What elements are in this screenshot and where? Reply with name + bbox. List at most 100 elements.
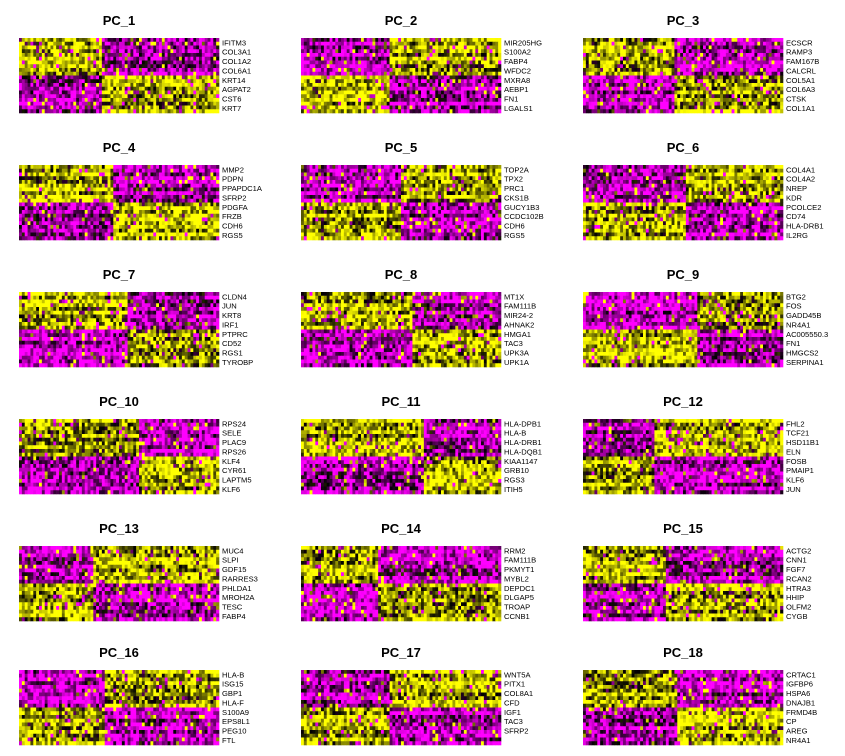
heatmap-cell bbox=[193, 90, 197, 95]
heatmap-cell bbox=[193, 191, 197, 196]
heatmap-cell bbox=[743, 60, 747, 65]
heatmap-cell bbox=[73, 191, 77, 196]
heatmap-cell bbox=[130, 191, 134, 196]
heatmap-cell bbox=[446, 90, 450, 95]
heatmap-cell bbox=[355, 109, 359, 114]
heatmap-cell bbox=[119, 64, 123, 69]
heatmap-cell bbox=[136, 202, 140, 207]
heatmap-cell bbox=[657, 98, 661, 103]
heatmap-cell bbox=[637, 41, 641, 46]
heatmap-cell bbox=[170, 45, 174, 50]
heatmap-cell bbox=[475, 60, 479, 65]
heatmap-cell bbox=[483, 98, 488, 103]
heatmap-cell bbox=[429, 38, 433, 43]
heatmap-cell bbox=[184, 101, 188, 106]
heatmap-cell bbox=[495, 68, 499, 73]
heatmap-cell bbox=[47, 172, 51, 177]
heatmap-cell bbox=[751, 49, 755, 54]
heatmap-cell bbox=[193, 109, 197, 114]
heatmap-cell bbox=[651, 56, 655, 61]
heatmap-cell bbox=[90, 180, 94, 185]
heatmap-cell bbox=[401, 41, 405, 46]
heatmap-cell bbox=[96, 94, 100, 99]
heatmap-cell bbox=[617, 75, 621, 80]
heatmap-cell bbox=[73, 109, 77, 114]
heatmap-cell bbox=[59, 165, 63, 170]
heatmap-cell bbox=[358, 101, 362, 106]
heatmap-cell bbox=[429, 98, 433, 103]
heatmap-cell bbox=[737, 109, 741, 114]
heatmap-cell bbox=[61, 183, 66, 188]
heatmap-cell bbox=[583, 53, 587, 58]
heatmap-cell bbox=[323, 79, 328, 84]
heatmap-cell bbox=[588, 90, 592, 95]
heatmap-cell bbox=[133, 60, 137, 65]
heatmap-cell bbox=[36, 105, 40, 110]
heatmap-cell bbox=[651, 64, 655, 69]
heatmap-cell bbox=[723, 109, 727, 114]
heatmap-cell bbox=[378, 101, 382, 106]
heatmap-cell bbox=[76, 183, 80, 188]
heatmap-cell bbox=[648, 90, 652, 95]
heatmap-cell bbox=[466, 105, 470, 110]
heatmap-cell bbox=[415, 53, 419, 58]
heatmap-cell bbox=[133, 195, 137, 200]
heatmap-cell bbox=[329, 109, 333, 114]
heatmap-cell bbox=[335, 64, 339, 69]
heatmap-cell bbox=[481, 86, 485, 91]
heatmap-cell bbox=[39, 68, 43, 73]
heatmap-cell bbox=[64, 90, 68, 95]
heatmap-cell bbox=[763, 41, 767, 46]
heatmap-cell bbox=[309, 68, 313, 73]
heatmap-cell bbox=[355, 60, 359, 65]
heatmap-cell bbox=[113, 202, 117, 207]
heatmap-cell bbox=[401, 98, 405, 103]
heatmap-cell bbox=[466, 64, 470, 69]
heatmap-cell bbox=[688, 83, 692, 88]
heatmap-cell bbox=[623, 101, 627, 106]
heatmap-cell bbox=[204, 56, 208, 61]
heatmap-cell bbox=[637, 94, 641, 99]
heatmap-cell bbox=[651, 101, 655, 106]
heatmap-cell bbox=[27, 83, 31, 88]
heatmap-cell bbox=[133, 202, 137, 207]
heatmap-cell bbox=[625, 83, 630, 88]
heatmap-cell bbox=[59, 202, 63, 207]
heatmap-cell bbox=[309, 90, 313, 95]
gene-label: KRT7 bbox=[222, 104, 241, 113]
heatmap-cell bbox=[301, 75, 305, 80]
heatmap-cell bbox=[119, 45, 123, 50]
heatmap-cell bbox=[110, 94, 114, 99]
heatmap-cell bbox=[56, 90, 60, 95]
heatmap-cell bbox=[144, 198, 148, 203]
heatmap-cell bbox=[323, 101, 328, 106]
heatmap-cell bbox=[53, 79, 57, 84]
heatmap-cell bbox=[620, 68, 624, 73]
heatmap-cell bbox=[383, 53, 388, 58]
heatmap-cell bbox=[101, 180, 106, 185]
heatmap-cell bbox=[711, 56, 715, 61]
heatmap-cell bbox=[70, 183, 74, 188]
heatmap-cell bbox=[33, 176, 37, 181]
heatmap-cell bbox=[774, 41, 778, 46]
heatmap-cell bbox=[153, 68, 157, 73]
heatmap-cell bbox=[415, 86, 419, 91]
heatmap-cell bbox=[113, 56, 117, 61]
heatmap-cell bbox=[429, 75, 433, 80]
heatmap-cell bbox=[210, 71, 214, 76]
heatmap-cell bbox=[680, 90, 684, 95]
heatmap-cell bbox=[763, 105, 767, 110]
heatmap-cell bbox=[301, 45, 305, 50]
heatmap-cell bbox=[33, 71, 37, 76]
heatmap-cell bbox=[594, 94, 598, 99]
heatmap-cell bbox=[588, 64, 592, 69]
heatmap-cell bbox=[458, 75, 462, 80]
heatmap-cell bbox=[495, 38, 499, 43]
heatmap-cell bbox=[720, 49, 724, 54]
heatmap-cell bbox=[47, 71, 51, 76]
heatmap-cell bbox=[179, 109, 183, 114]
heatmap-cell bbox=[207, 90, 211, 95]
heatmap-cell bbox=[107, 168, 111, 173]
heatmap-cell bbox=[611, 90, 615, 95]
heatmap-cell bbox=[121, 176, 126, 181]
